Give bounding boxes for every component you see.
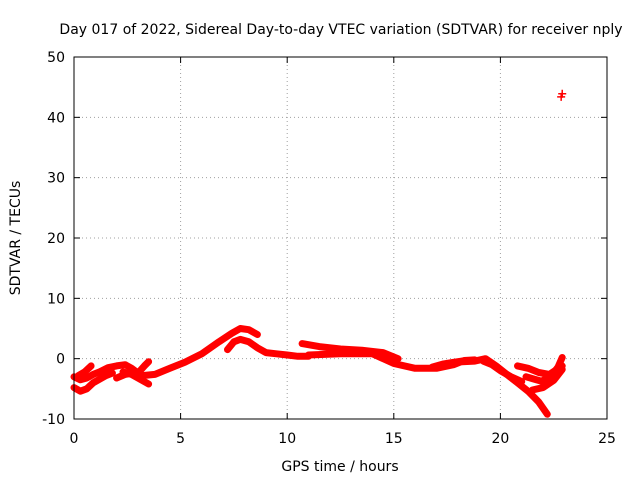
series-arc-13 [528,366,566,394]
series-arc-15 [522,373,547,386]
series-arc-9 [428,357,466,371]
series-arc-11 [479,357,526,386]
grid [74,57,607,419]
x-tick-label: 5 [176,431,185,447]
y-tick-label: 40 [47,110,65,126]
y-tick-label: 0 [56,352,65,368]
y-tick-label: 20 [47,231,65,247]
y-axis-label: SDTVAR / TECUs [8,181,24,296]
x-tick-label: 0 [70,431,79,447]
y-tick-label: 10 [47,291,65,307]
y-tick-label: 30 [47,171,65,187]
series-arc-14 [539,354,566,384]
outlier-point [558,89,567,98]
y-tick-label: 50 [47,50,65,66]
x-tick-label: 10 [278,431,296,447]
series-arc-5 [113,325,261,382]
y-tick-labels: -10 0 10 20 30 40 50 [42,50,65,428]
y-tick-label: -10 [42,412,65,428]
series-arc-2 [70,369,116,395]
data-series [70,325,566,418]
series-arc-7 [298,340,402,363]
x-tick-label: 25 [598,431,616,447]
x-axis-label: GPS time / hours [281,459,398,475]
chart-title: Day 017 of 2022, Sidereal Day-to-day VTE… [59,22,622,38]
series-arc-6 [224,335,312,360]
axis-ticks [73,56,608,420]
x-tick-label: 20 [491,431,509,447]
series-arc-3 [74,362,95,380]
x-tick-label: 15 [385,431,403,447]
x-tick-labels: 0 5 10 15 20 25 [70,431,616,447]
outlier-points [557,89,567,101]
